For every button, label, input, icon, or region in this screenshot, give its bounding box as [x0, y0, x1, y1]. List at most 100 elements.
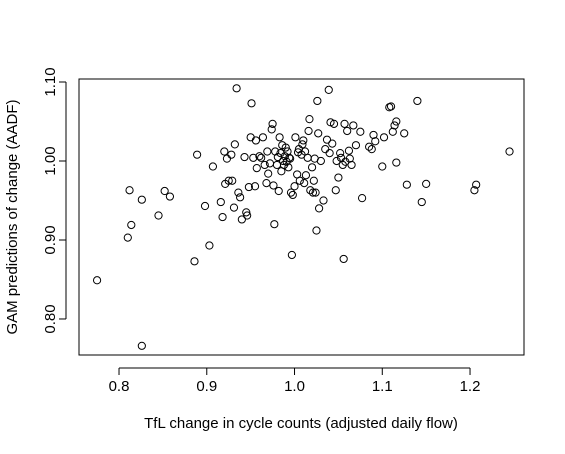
- point: [229, 203, 239, 212]
- point: [331, 186, 340, 195]
- point: [242, 208, 251, 217]
- point: [386, 102, 396, 111]
- point: [288, 190, 297, 200]
- point: [257, 153, 266, 162]
- plot-box: [78, 78, 525, 356]
- point: [357, 194, 367, 203]
- y-axis-title: GAM predictions of change (AADF): [4, 99, 21, 334]
- point: [313, 96, 322, 106]
- point: [267, 125, 276, 134]
- point: [230, 140, 239, 149]
- point: [314, 129, 323, 138]
- x-tick-label: 0.8: [109, 378, 130, 395]
- point: [160, 186, 169, 196]
- point: [347, 160, 356, 170]
- point: [307, 163, 317, 172]
- point: [505, 147, 514, 156]
- point: [298, 140, 307, 149]
- point: [324, 85, 333, 95]
- point: [247, 99, 256, 108]
- point: [228, 176, 237, 185]
- point: [216, 197, 225, 207]
- point: [232, 84, 241, 93]
- point: [244, 182, 253, 192]
- point: [314, 204, 324, 213]
- point: [165, 192, 175, 201]
- point: [200, 201, 210, 211]
- point: [127, 220, 136, 230]
- point: [322, 135, 332, 144]
- point: [392, 117, 401, 126]
- point: [367, 145, 376, 154]
- point: [286, 154, 295, 163]
- point: [309, 176, 318, 185]
- point: [240, 152, 249, 162]
- point: [193, 150, 202, 159]
- point: [137, 341, 146, 350]
- point: [286, 188, 296, 197]
- point: [258, 133, 268, 142]
- point: [300, 179, 309, 188]
- point: [137, 195, 146, 204]
- point: [251, 136, 261, 145]
- point: [345, 154, 354, 163]
- point: [123, 233, 132, 242]
- point: [284, 163, 293, 172]
- point: [378, 162, 387, 171]
- point: [263, 147, 272, 156]
- y-tick-label: 1.10: [42, 67, 59, 96]
- point: [422, 179, 431, 189]
- point: [365, 142, 374, 151]
- point: [290, 182, 299, 191]
- point: [312, 226, 321, 235]
- point: [390, 121, 399, 130]
- point: [227, 150, 236, 159]
- point: [343, 126, 352, 136]
- point: [392, 158, 401, 167]
- point: [351, 141, 361, 150]
- point: [125, 186, 134, 195]
- point: [274, 186, 283, 196]
- point: [417, 197, 426, 207]
- x-tick-label: 1.1: [372, 378, 393, 395]
- point: [308, 188, 318, 197]
- point: [319, 196, 328, 205]
- point: [303, 153, 312, 162]
- point: [275, 133, 284, 142]
- point: [246, 133, 255, 142]
- point: [388, 127, 397, 136]
- point: [285, 153, 294, 162]
- point: [325, 148, 334, 158]
- point: [349, 121, 358, 130]
- point: [280, 152, 289, 161]
- point: [264, 169, 273, 178]
- point: [222, 154, 232, 163]
- point: [301, 171, 311, 180]
- point: [356, 127, 365, 136]
- point: [291, 133, 300, 142]
- point: [190, 257, 199, 266]
- point: [92, 276, 102, 285]
- point: [237, 215, 246, 224]
- point: [271, 147, 280, 156]
- point: [402, 180, 411, 189]
- point: [249, 153, 258, 162]
- point: [329, 119, 339, 128]
- point: [208, 162, 218, 171]
- point: [400, 129, 409, 138]
- point: [260, 160, 269, 170]
- point: [472, 180, 481, 189]
- point: [339, 254, 348, 264]
- point: [328, 139, 337, 148]
- point: [340, 119, 349, 128]
- point: [218, 212, 227, 222]
- point: [295, 176, 304, 185]
- point: [369, 130, 378, 140]
- point: [220, 147, 229, 156]
- point: [281, 143, 290, 152]
- point: [334, 173, 343, 182]
- x-tick-label: 1.0: [284, 378, 305, 395]
- point: [299, 136, 308, 145]
- point: [250, 182, 260, 191]
- point: [305, 115, 314, 124]
